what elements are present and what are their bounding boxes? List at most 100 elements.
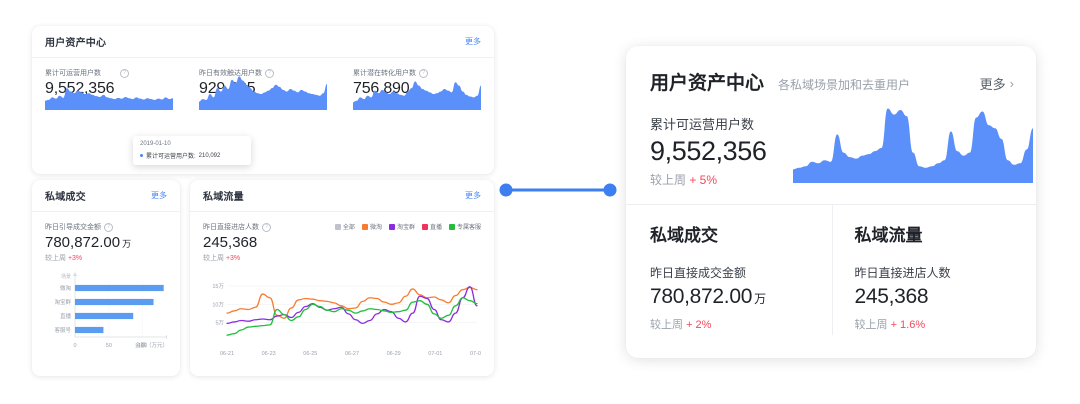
mobile-cell-delta: 较上周 + 1.6% — [855, 316, 1037, 332]
help-icon[interactable]: ? — [104, 222, 113, 232]
private-deal-label-text: 昨日引导成交金额 — [45, 224, 101, 231]
metric-cumulative-potential-users: 累计潜在转化用户数 ? 756,890 较上周 +3% — [340, 68, 494, 110]
mobile-cell-amount: 780,872.00 — [650, 285, 753, 308]
tooltip-date: 2019-01-10 — [140, 141, 171, 147]
metric-value: 9,552,356 — [45, 80, 115, 97]
svg-text:06-21: 06-21 — [220, 351, 234, 357]
divider — [626, 204, 1036, 205]
mobile-cell-value: 780,872.00 万 — [650, 285, 832, 309]
private-deal-label: 昨日引导成交金额 ? — [45, 222, 167, 232]
svg-text:5万: 5万 — [215, 320, 224, 327]
private-traffic-card-header: 私域流量 更多 — [190, 180, 494, 212]
mobile-cell-delta: 较上周 + 2% — [650, 316, 832, 332]
private-traffic-body: 昨日直接进店人数 ? 245,368 较上周 +3% 全部 微淘 淘宝群 直播 专属客服… — [190, 212, 494, 366]
svg-text:15万: 15万 — [212, 283, 224, 290]
private-deal-body: 昨日引导成交金额 ? 780,872.00 万 较上周 +3% 场景 0 50 100 微… — [32, 212, 180, 366]
legend-swatch-icon — [388, 223, 395, 230]
svg-text:0: 0 — [73, 343, 76, 349]
svg-text:淘宝群: 淘宝群 — [54, 298, 71, 306]
private-traffic-label-text: 昨日直接进店人数 — [203, 224, 259, 231]
mobile-metric-label: 累计可运营用户数 — [650, 116, 755, 132]
chart-legend[interactable]: 全部 微淘 淘宝群 直播 专属客服 — [334, 222, 481, 231]
help-icon[interactable]: ? — [120, 68, 129, 78]
mobile-cell-private-deal[interactable]: 私域成交 昨日直接成交金额 780,872.00 万 较上周 + 2% — [626, 205, 832, 335]
mobile-metric-delta: 较上周 + 5% — [650, 171, 767, 188]
mobile-header: 用户资产中心 各私域场景加和去重用户 更多 › — [626, 46, 1036, 95]
legend-swatch-icon — [421, 223, 428, 230]
chevron-right-icon: › — [1009, 76, 1014, 91]
private-deal-title: 私域成交 — [45, 192, 86, 203]
more-link-traffic[interactable]: 更多 — [465, 191, 481, 200]
mobile-cell-value: 245,368 — [855, 285, 1037, 309]
mobile-more-button[interactable]: 更多 › — [980, 74, 1014, 93]
metric-yesterday-reached-users: 昨日有效触达用户数 ? 929,025 较上周 +3% — [186, 68, 340, 110]
legend-swatch-icon — [334, 223, 341, 230]
mobile-cell-label: 昨日直接进店人数 — [854, 266, 951, 280]
private-traffic-title: 私域流量 — [203, 192, 244, 203]
legend-item-1[interactable]: 微淘 — [361, 222, 382, 231]
tooltip-series-row: 累计可运营用户数: 210,092 — [140, 151, 244, 160]
private-traffic-delta-value: +3% — [225, 255, 241, 263]
svg-text:直播: 直播 — [60, 312, 72, 320]
mobile-subtitle: 各私域场景加和去重用户 — [778, 78, 911, 92]
private-deal-amount: 780,872.00 — [45, 234, 121, 251]
svg-text:06-23: 06-23 — [262, 351, 276, 357]
legend-item-0[interactable]: 全部 — [334, 222, 355, 231]
mobile-main-metric: 累计可运营用户数 9,552,356 较上周 + 5% — [626, 95, 1036, 188]
mobile-cell-delta-prefix: 较上周 — [854, 319, 891, 331]
svg-text:50: 50 — [106, 343, 112, 349]
deal-bar-chart: 场景 0 50 100 微淘 淘宝群 直播 客服号 金额（万元） — [45, 269, 170, 366]
private-traffic-card: 私域流量 更多 昨日直接进店人数 ? 245,368 较上周 +3% 全部 微淘 淘… — [190, 180, 494, 376]
metric-label: 累计可运营用户数 ? — [45, 68, 186, 78]
connector-line — [498, 183, 618, 197]
svg-text:金额（万元）: 金额（万元） — [135, 341, 167, 349]
mobile-sparkline — [792, 107, 1033, 188]
chart-tooltip: 2019-01-10 累计可运营用户数: 210,092 — [133, 136, 251, 165]
private-traffic-label: 昨日直接进店人数 ? — [203, 222, 271, 232]
mobile-cell-private-traffic[interactable]: 私域流量 昨日直接进店人数 245,368 较上周 + 1.6% — [831, 205, 1037, 335]
mobile-metric-delta-value: + 5% — [689, 173, 718, 187]
svg-text:100: 100 — [138, 343, 147, 349]
user-assets-card: 用户资产中心 更多 累计可运营用户数 ? 9,552,356 较上周 +3% — [32, 26, 494, 174]
more-link-deal[interactable]: 更多 — [151, 191, 167, 200]
help-icon[interactable]: ? — [419, 68, 428, 78]
private-traffic-metric: 昨日直接进店人数 ? 245,368 较上周 +3% — [203, 222, 271, 263]
help-icon[interactable]: ? — [262, 222, 271, 232]
legend-item-3[interactable]: 直播 — [421, 222, 442, 231]
metric-cumulative-operable-users: 累计可运营用户数 ? 9,552,356 较上周 +3% — [32, 68, 186, 110]
legend-label: 专属客服 — [456, 225, 481, 231]
svg-text:06-25: 06-25 — [303, 351, 317, 357]
private-traffic-delta: 较上周 +3% — [203, 253, 271, 263]
legend-label: 微淘 — [369, 225, 382, 231]
private-deal-card: 私域成交 更多 昨日引导成交金额 ? 780,872.00 万 较上周 +3% 场… — [32, 180, 180, 376]
mobile-cell-title: 私域成交 — [650, 226, 718, 245]
svg-text:07-01: 07-01 — [428, 351, 442, 357]
mobile-metric-value: 9,552,356 — [650, 135, 767, 166]
mobile-cell-delta-value: + 1.6% — [890, 319, 926, 331]
legend-item-4[interactable]: 专属客服 — [448, 222, 481, 231]
private-traffic-delta-prefix: 较上周 — [203, 255, 226, 263]
metric-label-text: 累计可运营用户数 — [45, 70, 101, 77]
private-deal-delta: 较上周 +3% — [45, 253, 167, 263]
metric-label: 昨日有效触达用户数 ? — [199, 68, 340, 78]
sparkline-3 — [353, 68, 481, 110]
svg-text:微淘: 微淘 — [60, 284, 72, 292]
metric-label: 累计潜在转化用户数 ? — [353, 68, 494, 78]
legend-label: 直播 — [429, 225, 442, 231]
sparkline-2 — [199, 68, 327, 110]
help-icon[interactable]: ? — [265, 68, 274, 78]
tooltip-series-label: 累计可运营用户数: — [146, 154, 196, 160]
mobile-cell-unit: 万 — [754, 292, 766, 306]
svg-text:06-27: 06-27 — [345, 351, 359, 357]
svg-text:06-29: 06-29 — [387, 351, 401, 357]
user-assets-card-header: 用户资产中心 更多 — [32, 26, 494, 58]
legend-item-2[interactable]: 淘宝群 — [388, 222, 415, 231]
private-deal-value: 780,872.00 万 — [45, 234, 167, 251]
mobile-bottom-cells: 私域成交 昨日直接成交金额 780,872.00 万 较上周 + 2% 私域流量 … — [626, 205, 1036, 335]
mobile-cell-delta-value: + 2% — [686, 319, 712, 331]
more-link-assets[interactable]: 更多 — [465, 37, 481, 46]
sparkline-1 — [45, 68, 173, 110]
mobile-metric-block: 累计可运营用户数 9,552,356 较上周 + 5% — [650, 114, 767, 188]
legend-label: 全部 — [342, 225, 355, 231]
